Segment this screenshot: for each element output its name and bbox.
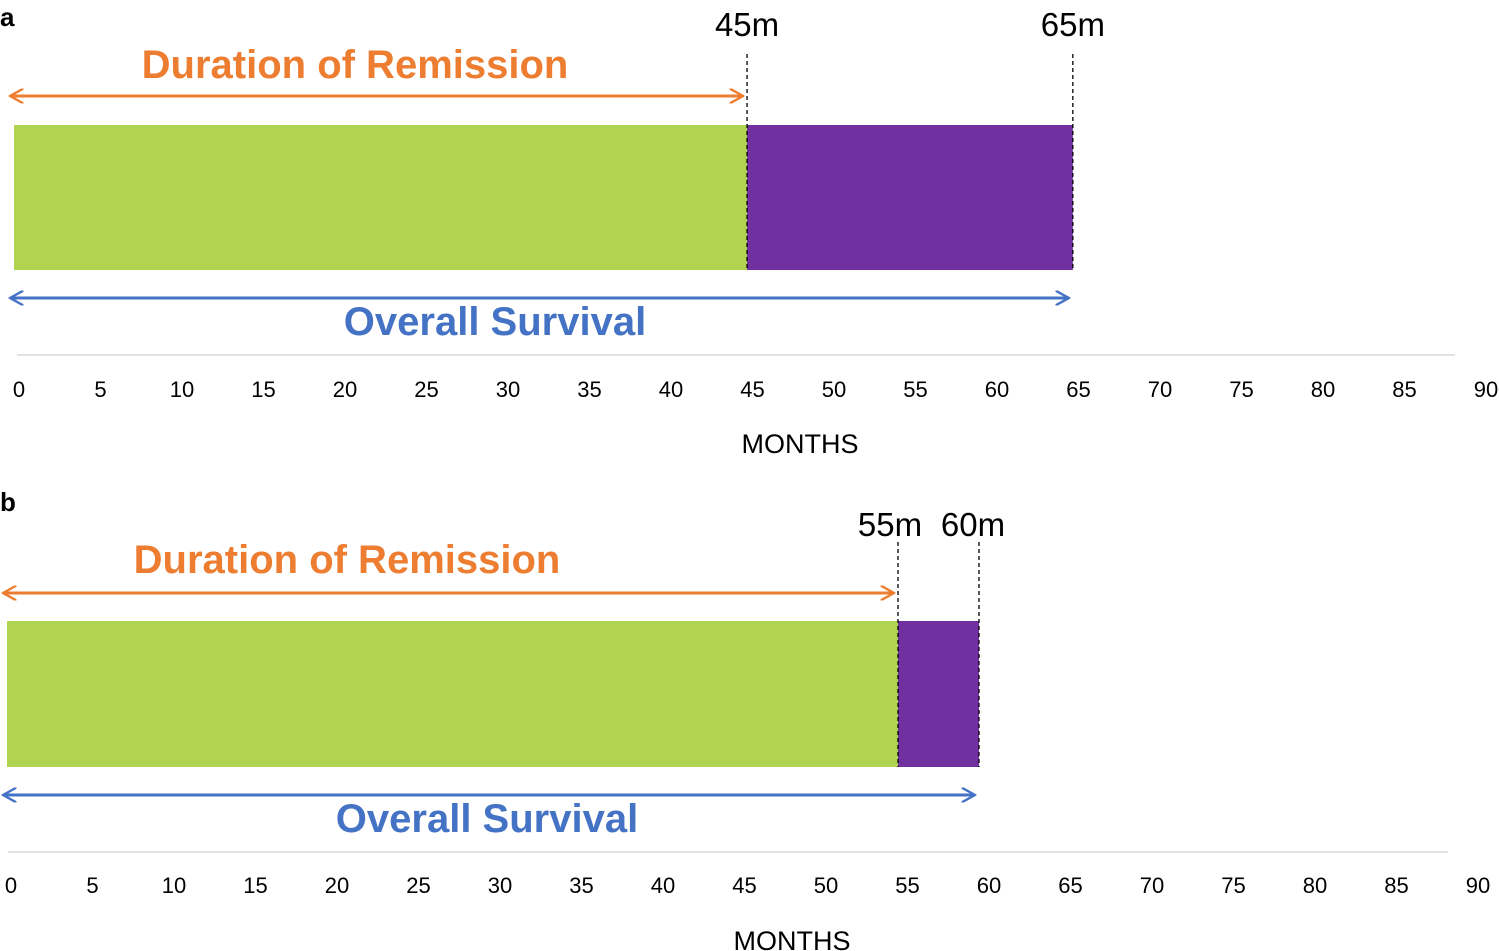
tick-label: 90: [1466, 873, 1490, 898]
tick-label: 55: [903, 377, 927, 402]
tick-label: 65: [1066, 377, 1090, 402]
tick-label: 30: [488, 873, 512, 898]
tick-label: 30: [496, 377, 520, 402]
x-axis-title: MONTHS: [742, 429, 859, 459]
panel-a: a 45m 65m Duration of Remission Overall Surv…: [0, 2, 1498, 459]
tick-label: 50: [822, 377, 846, 402]
tick-label: 35: [577, 377, 601, 402]
tick-label: 45: [740, 377, 764, 402]
tick-label: 10: [170, 377, 194, 402]
tick-label: 45: [732, 873, 756, 898]
marker-label: 55m: [858, 506, 922, 543]
tick-label: 40: [651, 873, 675, 898]
remission-title: Duration of Remission: [142, 43, 569, 87]
survival-title: Overall Survival: [344, 300, 646, 344]
tick-label: 10: [162, 873, 186, 898]
post-relapse-bar-segment: [747, 125, 1073, 270]
tick-label: 20: [333, 377, 357, 402]
tick-label: 5: [86, 873, 98, 898]
tick-label: 5: [94, 377, 106, 402]
tick-label: 15: [243, 873, 267, 898]
remission-bar-segment: [14, 125, 748, 270]
tick-label: 65: [1058, 873, 1082, 898]
tick-label: 15: [251, 377, 275, 402]
tick-label: 75: [1221, 873, 1245, 898]
tick-label: 60: [985, 377, 1009, 402]
tick-label: 55: [895, 873, 919, 898]
tick-label: 0: [5, 873, 17, 898]
tick-label: 35: [569, 873, 593, 898]
survival-title: Overall Survival: [336, 797, 638, 841]
tick-label: 25: [414, 377, 438, 402]
tick-label: 0: [13, 377, 25, 402]
marker-label: 60m: [941, 506, 1005, 543]
marker-label: 45m: [715, 6, 779, 43]
tick-label: 20: [325, 873, 349, 898]
tick-label: 75: [1229, 377, 1253, 402]
tick-label: 70: [1140, 873, 1164, 898]
panel-label: b: [0, 487, 16, 517]
tick-label: 85: [1392, 377, 1416, 402]
x-axis-title: MONTHS: [734, 926, 851, 951]
panel-label: a: [0, 2, 15, 32]
tick-label: 80: [1303, 873, 1327, 898]
tick-label: 80: [1311, 377, 1335, 402]
tick-label: 50: [814, 873, 838, 898]
tick-label: 85: [1384, 873, 1408, 898]
panel-b: b 55m 60m Duration of Remission Overall Surv…: [0, 487, 1490, 951]
tick-label: 70: [1148, 377, 1172, 402]
tick-label: 40: [659, 377, 683, 402]
tick-label: 90: [1474, 377, 1498, 402]
marker-label: 65m: [1041, 6, 1105, 43]
tick-label: 60: [977, 873, 1001, 898]
tick-label: 25: [406, 873, 430, 898]
post-relapse-bar-segment: [898, 621, 979, 767]
remission-bar-segment: [7, 621, 898, 767]
remission-title: Duration of Remission: [134, 538, 561, 582]
